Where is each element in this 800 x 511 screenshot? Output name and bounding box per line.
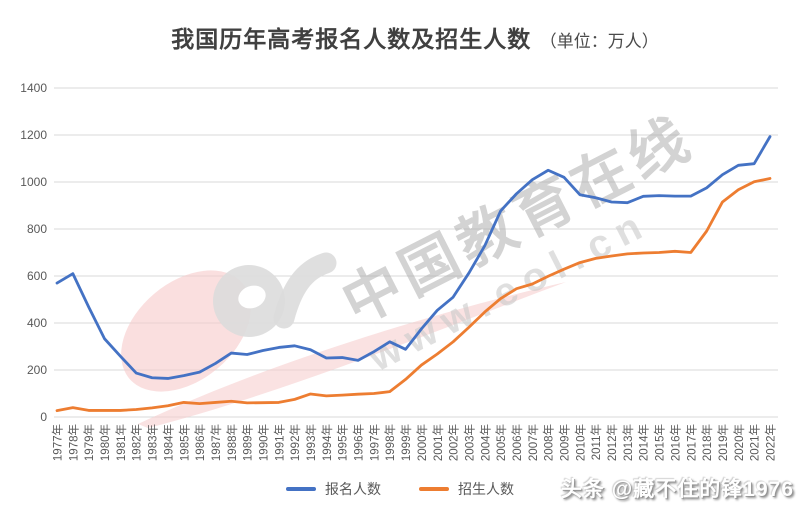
x-axis-tick-label: 1994年 [320, 424, 334, 461]
y-axis-tick-label: 800 [27, 222, 47, 236]
chart-legend: 报名人数 招生人数 [0, 479, 800, 499]
x-axis-tick-label: 2002年 [447, 424, 461, 461]
x-axis-tick-label: 1995年 [336, 424, 350, 461]
x-axis-tick-label: 1979年 [82, 424, 96, 461]
x-axis-tick-label: 1986年 [193, 424, 207, 461]
x-axis-tick-label: 1988年 [225, 424, 239, 461]
y-axis-tick-label: 400 [27, 316, 47, 330]
x-axis-tick-label: 2016年 [668, 424, 682, 461]
x-axis-tick-label: 2003年 [462, 424, 476, 461]
eol-logo-swoosh-shape [138, 282, 566, 428]
y-axis-tick-label: 1200 [20, 128, 47, 142]
chart-title-text: 我国历年高考报名人数及招生人数 [171, 26, 532, 52]
x-axis-tick-label: 2014年 [637, 424, 651, 461]
x-axis-tick-label: 2001年 [431, 424, 445, 461]
legend-line-swatch-blue [286, 487, 316, 491]
x-axis-tick-label: 2007年 [526, 424, 540, 461]
x-axis-tick-label: 1981年 [114, 424, 128, 461]
y-axis-tick-label: 1000 [20, 175, 47, 189]
x-axis-tick-label: 1996年 [352, 424, 366, 461]
y-axis-tick-label: 200 [27, 363, 47, 377]
x-axis-tick-label: 2010年 [573, 424, 587, 461]
x-axis-tick-label: 1990年 [256, 424, 270, 461]
eol-watermark: 中国教育在线 www.eol.cn [121, 104, 704, 428]
x-axis-tick-label: 1991年 [272, 424, 286, 461]
legend-item-registrations: 报名人数 [286, 479, 381, 499]
series-layer [55, 135, 772, 413]
x-axis-tick-label: 2005年 [494, 424, 508, 461]
eol-logo-o-hole [238, 285, 266, 309]
axis-layer: 1977年 1978年 1979年 1980年 1981年 1982年 1983年 1984年… [51, 424, 778, 461]
x-axis-tick-label: 1983年 [146, 424, 160, 461]
x-axis-tick-label: 1985年 [177, 424, 191, 461]
x-axis-tick-label: 1978年 [66, 424, 80, 461]
x-axis-tick-label: 2008年 [542, 424, 556, 461]
grid-layer: 0 200 400 600 800 1000 1200 1400 [20, 81, 778, 424]
x-axis-tick-label: 2006年 [510, 424, 524, 461]
x-axis-tick-label: 1999年 [399, 424, 413, 461]
x-axis-tick-label: 1984年 [161, 424, 175, 461]
x-axis-tick-label: 1997年 [367, 424, 381, 461]
y-axis-tick-label: 0 [40, 410, 47, 424]
legend-label: 招生人数 [458, 481, 514, 497]
eol-logo-l-shape [273, 252, 337, 329]
legend-line-swatch-orange [419, 487, 449, 491]
x-axis-tick-label: 1992年 [288, 424, 302, 461]
y-axis-tick-label: 1400 [20, 81, 47, 95]
byline-watermark: 头条 @藏不住的锋1976 [560, 478, 794, 501]
x-axis-tick-label: 2013年 [621, 424, 635, 461]
x-axis-tick-label: 1998年 [383, 424, 397, 461]
chart-title-unit: （单位：万人） [539, 32, 659, 51]
series-line-报名人数 [55, 135, 772, 380]
y-axis-tick-label: 600 [27, 269, 47, 283]
x-axis-tick-label: 1980年 [98, 424, 112, 461]
x-axis-tick-label: 2017年 [684, 424, 698, 461]
series-line-招生人数 [55, 177, 772, 413]
legend-item-admissions: 招生人数 [419, 479, 514, 499]
x-axis-tick-label: 2018年 [700, 424, 714, 461]
x-axis-tick-label: 2004年 [478, 424, 492, 461]
x-axis-tick-label: 2015年 [653, 424, 667, 461]
x-axis-tick-label: 2009年 [558, 424, 572, 461]
legend-label: 报名人数 [325, 481, 381, 497]
x-axis-tick-label: 2019年 [716, 424, 730, 461]
x-axis-tick-label: 2012年 [605, 424, 619, 461]
x-axis-tick-label: 2020年 [732, 424, 746, 461]
x-axis-tick-label: 1987年 [209, 424, 223, 461]
x-axis-tick-label: 2021年 [748, 424, 762, 461]
x-axis-tick-label: 2022年 [764, 424, 778, 461]
x-axis-tick-label: 2000年 [415, 424, 429, 461]
x-axis-tick-label: 1989年 [241, 424, 255, 461]
x-axis-tick-label: 1977年 [51, 424, 65, 461]
x-axis-tick-label: 2011年 [589, 424, 603, 460]
x-axis-tick-label: 1982年 [130, 424, 144, 461]
x-axis-tick-label: 1993年 [304, 424, 318, 461]
chart-title: 我国历年高考报名人数及招生人数 （单位：万人） [30, 20, 800, 54]
